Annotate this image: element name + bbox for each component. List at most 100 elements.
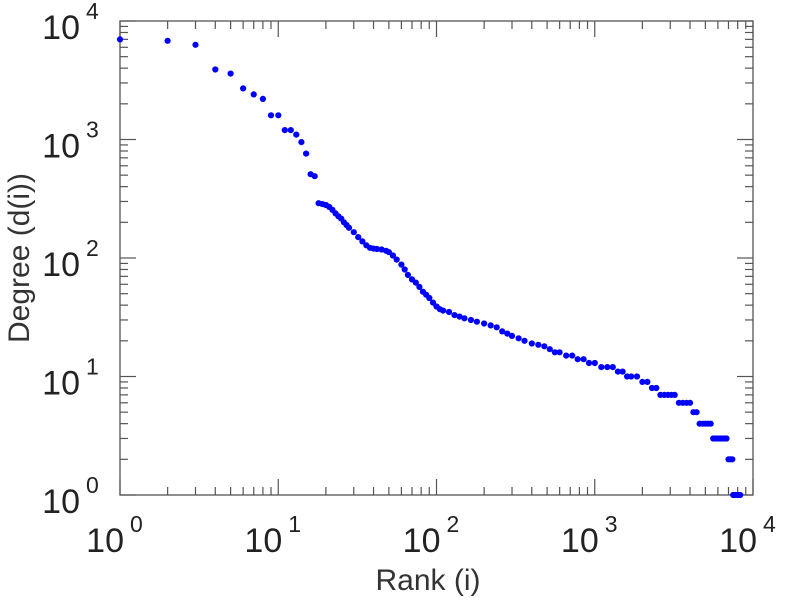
data-point <box>350 229 357 236</box>
data-points <box>116 36 744 499</box>
data-point <box>298 139 305 146</box>
data-point <box>275 112 282 119</box>
data-point <box>461 315 468 322</box>
y-axis-label: Degree (d(i)) <box>3 173 36 343</box>
y-tick-label-exponent: 3 <box>86 117 99 143</box>
data-point <box>504 330 511 337</box>
data-point <box>359 238 366 245</box>
data-point <box>648 384 656 392</box>
data-point <box>456 313 463 320</box>
y-tick-label-exponent: 4 <box>86 0 99 24</box>
y-tick-label-exponent: 2 <box>86 235 99 261</box>
x-tick-label-base: 10 <box>561 522 599 560</box>
data-point <box>551 349 559 356</box>
data-point <box>585 359 593 367</box>
data-point <box>116 36 124 43</box>
data-point <box>693 409 700 416</box>
data-point <box>508 332 516 339</box>
data-point <box>644 378 651 385</box>
data-point <box>614 368 622 375</box>
data-point <box>723 435 730 442</box>
data-point <box>528 340 535 347</box>
data-point <box>373 245 380 253</box>
data-point <box>212 66 219 73</box>
x-tick-label-exponent: 2 <box>447 511 460 537</box>
data-point <box>639 378 646 385</box>
data-point <box>493 324 500 331</box>
data-point <box>515 335 522 342</box>
x-axis-label: Rank (i) <box>375 564 480 597</box>
x-tick-label-exponent: 0 <box>130 511 143 537</box>
data-point <box>345 224 353 231</box>
data-point <box>467 316 474 324</box>
data-point <box>311 173 318 180</box>
y-tick-label-base: 10 <box>42 246 80 284</box>
data-point <box>240 85 247 92</box>
x-tick-label-base: 10 <box>719 522 757 560</box>
data-point <box>164 37 171 44</box>
y-tick-label-base: 10 <box>42 483 80 521</box>
data-point <box>569 352 576 359</box>
x-tick-labels: 10 0 10 1 10 2 10 3 10 4 <box>86 511 776 560</box>
data-point <box>604 364 611 371</box>
y-tick-label-base: 10 <box>42 9 80 47</box>
data-point <box>653 384 660 392</box>
major-ticks <box>119 20 754 496</box>
y-tick-label-base: 10 <box>42 128 80 166</box>
data-point <box>707 420 714 427</box>
x-tick-label-exponent: 1 <box>288 511 301 537</box>
data-point <box>281 127 288 134</box>
data-point <box>303 150 310 157</box>
data-point <box>426 294 433 302</box>
data-point <box>451 312 458 319</box>
data-point <box>541 343 548 350</box>
data-point <box>398 261 405 268</box>
data-point <box>609 364 616 371</box>
data-point <box>401 266 408 273</box>
y-tick-label-exponent: 0 <box>86 472 99 498</box>
data-point <box>546 346 553 353</box>
data-point <box>355 234 362 241</box>
data-point <box>293 131 300 138</box>
data-point <box>440 307 447 314</box>
data-point <box>563 352 570 359</box>
x-tick-label-exponent: 3 <box>605 511 618 537</box>
data-point <box>737 491 744 499</box>
data-point <box>389 252 396 259</box>
data-point <box>619 368 626 375</box>
x-tick-label-base: 10 <box>244 522 282 560</box>
y-tick-label-base: 10 <box>42 365 80 403</box>
data-point <box>633 373 641 380</box>
data-point <box>580 356 587 363</box>
data-point <box>598 364 605 371</box>
data-point <box>445 308 453 316</box>
data-point <box>393 256 400 263</box>
data-point <box>591 359 598 367</box>
data-point <box>267 112 275 119</box>
data-point <box>487 322 494 329</box>
data-point <box>729 456 736 463</box>
data-point <box>192 41 199 48</box>
x-tick-label-base: 10 <box>86 522 124 560</box>
data-point <box>227 70 234 77</box>
data-point <box>412 279 419 286</box>
data-point <box>574 356 581 363</box>
data-point <box>628 373 635 380</box>
data-point <box>535 341 542 348</box>
data-point <box>481 320 488 327</box>
data-point <box>671 391 678 398</box>
x-tick-label-base: 10 <box>403 522 441 560</box>
data-point <box>287 127 294 134</box>
data-point <box>404 271 411 278</box>
x-tick-label-exponent: 4 <box>763 511 776 537</box>
data-point <box>416 283 423 290</box>
data-point <box>473 318 480 325</box>
data-point <box>686 399 694 406</box>
plot-frame <box>119 20 754 496</box>
data-point <box>259 95 266 102</box>
minor-ticks <box>120 21 753 495</box>
y-tick-label-exponent: 1 <box>86 354 99 380</box>
data-point <box>521 337 528 344</box>
